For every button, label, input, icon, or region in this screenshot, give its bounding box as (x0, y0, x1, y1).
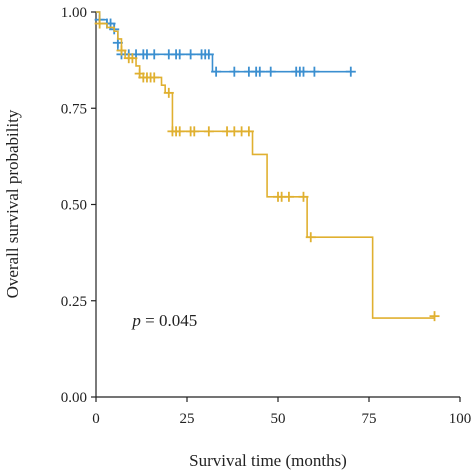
p-value-text: = 0.045 (141, 311, 197, 330)
y-tick-label: 0.00 (61, 390, 87, 406)
censor-mark (309, 66, 320, 77)
censor-mark (185, 49, 196, 60)
x-tick-label: 100 (449, 411, 472, 427)
censor-mark (174, 49, 185, 60)
y-tick-label: 0.75 (61, 101, 87, 117)
axes: 0.00 0.25 0.50 0.75 1.00 0 25 50 75 100 (61, 5, 472, 427)
plot-area (94, 11, 440, 322)
censor-mark (265, 66, 276, 77)
censor-mark (305, 232, 316, 243)
series-line-0 (96, 11, 351, 73)
censor-mark (229, 66, 240, 77)
censor-mark (298, 191, 309, 202)
censor-mark (254, 66, 265, 77)
p-value-annotation: p = 0.045 (131, 311, 197, 330)
censor-mark (189, 126, 200, 137)
x-tick-label: 25 (180, 411, 195, 427)
y-tick-label: 0.50 (61, 198, 87, 214)
y-tick-label: 1.00 (61, 5, 87, 21)
censor-mark (345, 66, 356, 77)
censor-mark (203, 49, 214, 60)
x-tick-label: 50 (271, 411, 286, 427)
censor-mark (94, 18, 105, 29)
censor-mark (163, 87, 174, 98)
censor-mark (127, 53, 138, 64)
x-tick-label: 0 (92, 411, 100, 427)
p-value-symbol: p (131, 311, 141, 330)
censor-mark (174, 126, 185, 137)
censor-mark (429, 311, 440, 322)
censor-mark (116, 45, 127, 56)
y-tick-label: 0.25 (61, 294, 87, 310)
censor-mark (243, 126, 254, 137)
censor-mark (149, 72, 160, 83)
censor-mark (283, 191, 294, 202)
censor-mark (149, 49, 160, 60)
censor-mark (211, 66, 222, 77)
x-tick-label: 75 (362, 411, 377, 427)
censor-mark (203, 126, 214, 137)
censor-mark (298, 66, 309, 77)
y-axis-title: Overall survival probability (3, 109, 22, 298)
x-axis-title: Survival time (months) (189, 451, 347, 470)
